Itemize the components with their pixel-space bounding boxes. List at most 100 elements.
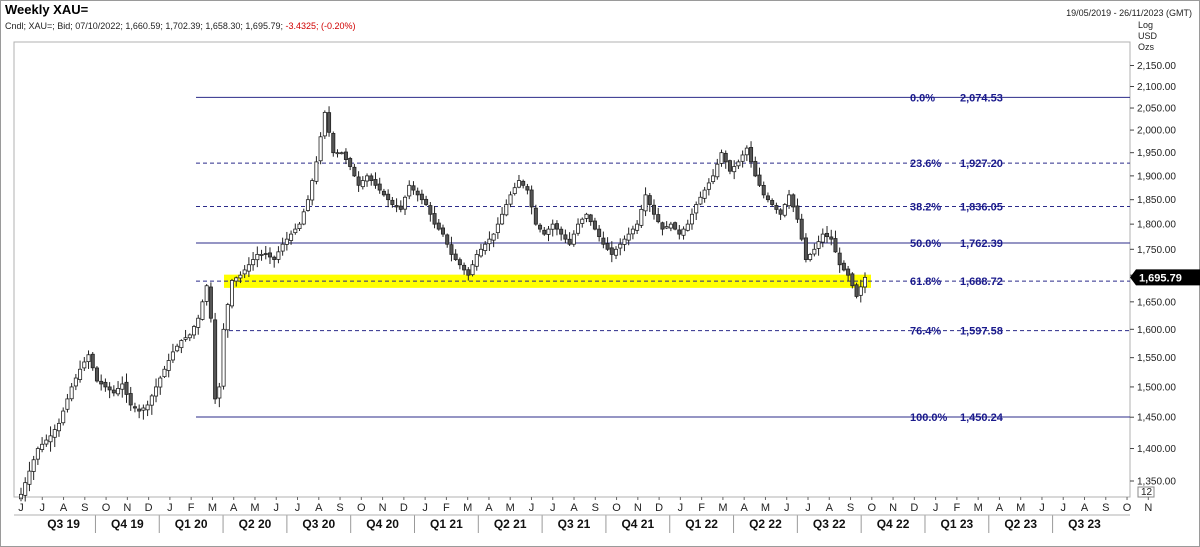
candle-body (643, 194, 648, 212)
candle-body (677, 229, 682, 235)
month-label: A (315, 502, 323, 514)
candle-body (858, 286, 863, 296)
candle-body (559, 228, 564, 235)
candle-body (757, 174, 762, 186)
legend-values: Cndl; XAU=; Bid; 07/10/2022; 1,660.59; 1… (5, 21, 283, 31)
date-range: 19/05/2019 - 26/11/2023 (GMT) (1066, 8, 1192, 18)
candle-body (837, 252, 842, 266)
candle-body (635, 223, 640, 231)
candle-body (639, 208, 644, 226)
month-label: J (422, 502, 428, 514)
candle-body (327, 112, 332, 133)
candle-body (478, 248, 483, 257)
month-label: A (996, 502, 1004, 514)
candle-body (698, 196, 703, 205)
candle-body (394, 205, 399, 208)
month-label: A (826, 502, 834, 514)
month-label: O (357, 502, 366, 514)
fib-level-value: 1,450.24 (960, 412, 1004, 424)
candle-body (702, 189, 707, 199)
candle-body (782, 204, 787, 216)
candle-body (500, 213, 505, 225)
candle-body (850, 273, 855, 287)
candle-body (491, 233, 496, 241)
candle-body (225, 304, 230, 331)
candle-body (65, 398, 70, 410)
candle-body (571, 233, 576, 245)
candle-body (854, 284, 859, 297)
candle-body (673, 222, 678, 230)
candle-body (681, 228, 686, 236)
candle-body (94, 367, 99, 382)
candle-body (120, 383, 125, 390)
candle-body (386, 193, 391, 201)
month-label: J (933, 502, 939, 514)
candle-body (626, 233, 631, 241)
candle-body (175, 345, 180, 352)
candle-body (369, 175, 374, 181)
month-label: N (889, 502, 897, 514)
candle-body (765, 195, 770, 201)
candle-body (141, 407, 146, 411)
candle-body (770, 200, 775, 205)
candle-body (740, 154, 745, 162)
candle-body (432, 213, 437, 225)
quarter-label: Q4 19 (111, 517, 144, 531)
month-label: D (910, 502, 918, 514)
month-label: S (336, 502, 343, 514)
month-label: S (592, 502, 599, 514)
candle-body (280, 243, 285, 252)
candle-body (293, 228, 298, 234)
candle-body (200, 301, 205, 320)
candle-body (149, 395, 154, 406)
unit-currency: USD (1138, 31, 1158, 41)
candle-body (78, 368, 83, 380)
candle-body (462, 264, 467, 271)
fib-level-value: 1,597.58 (960, 326, 1003, 338)
candle-body (234, 277, 239, 282)
candle-body (179, 340, 184, 349)
candle-body (208, 286, 213, 319)
candle-body (229, 280, 234, 307)
candle-body (27, 470, 32, 485)
month-label: O (1123, 502, 1132, 514)
candle-body (483, 243, 488, 251)
candle-body (352, 166, 357, 177)
candle-body (61, 410, 66, 424)
candle-body (301, 211, 306, 225)
candle-body (761, 185, 766, 196)
candle-body (318, 136, 323, 162)
candle-body (196, 317, 201, 328)
candle-body (398, 205, 403, 210)
candle-body (436, 222, 441, 230)
candle-body (331, 133, 336, 154)
y-tick-label: 1,750.00 (1137, 245, 1176, 256)
month-label: M (208, 502, 217, 514)
candle-body (137, 408, 142, 412)
candle-body (390, 199, 395, 205)
candle-body (360, 180, 365, 188)
candle-body (107, 386, 112, 391)
month-label: J (1060, 502, 1066, 514)
candle-body (622, 238, 627, 245)
y-tick-label: 1,500.00 (1137, 382, 1176, 393)
quarter-label: Q3 20 (302, 517, 335, 531)
month-label: D (655, 502, 663, 514)
fib-level-percent: 50.0% (910, 238, 941, 250)
candle-body (508, 194, 513, 205)
candle-body (614, 248, 619, 256)
candle-body (521, 180, 526, 186)
month-label: F (698, 502, 705, 514)
month-label: M (463, 502, 472, 514)
candle-body (774, 205, 779, 210)
candle-body (166, 360, 171, 371)
candle-body (863, 276, 868, 288)
candle-body (272, 256, 277, 260)
candle-body (597, 228, 602, 238)
candle-body (656, 214, 661, 223)
candle-body (820, 233, 825, 243)
candle-body (685, 223, 690, 231)
candle-body (305, 199, 310, 211)
candle-body (808, 254, 813, 261)
